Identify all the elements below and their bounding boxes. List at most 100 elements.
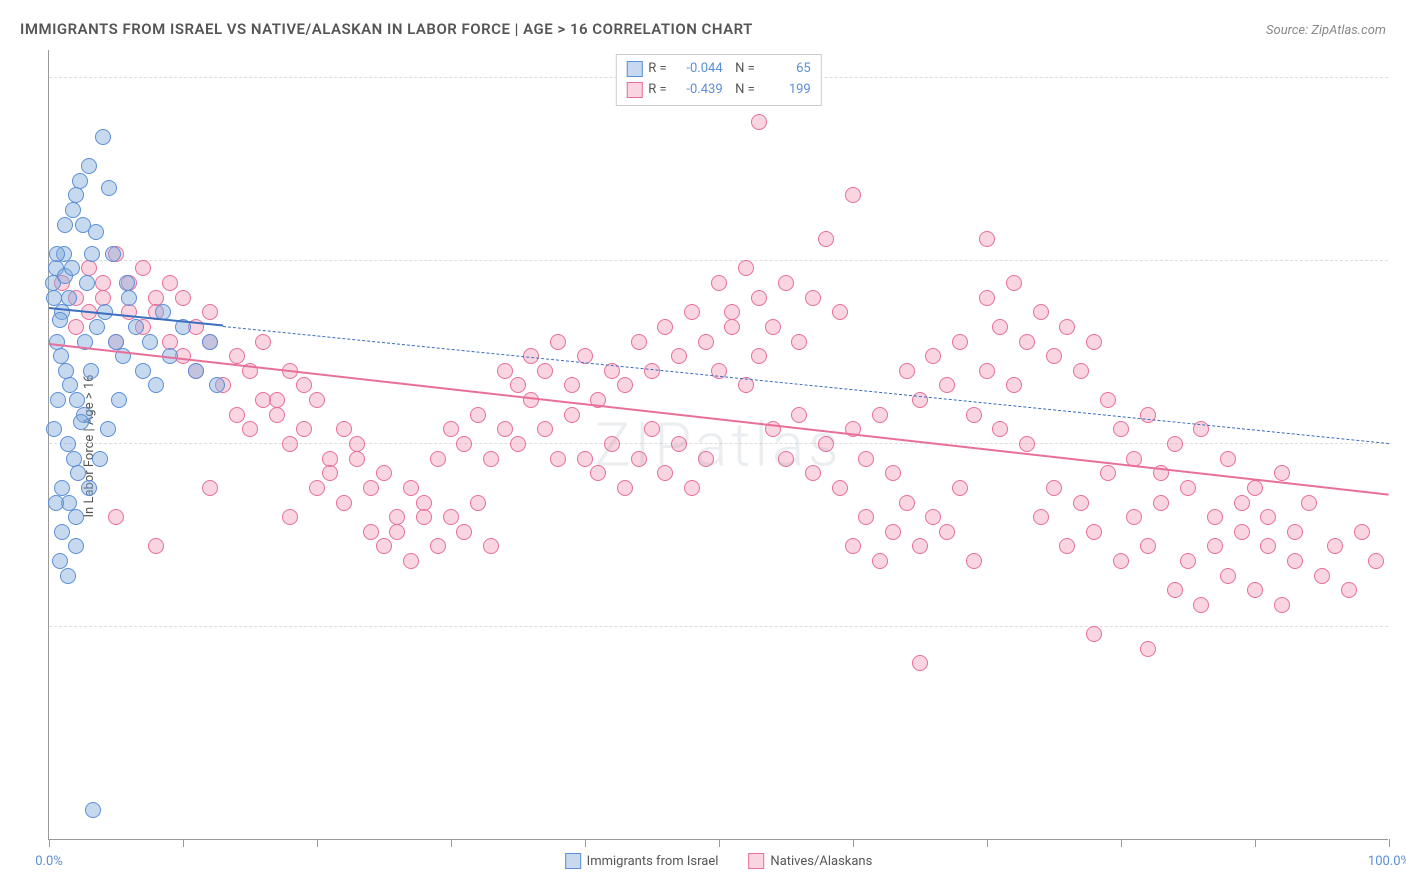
data-point-native — [791, 407, 807, 423]
data-point-native — [296, 421, 312, 437]
data-point-native — [162, 334, 178, 350]
data-point-native — [349, 451, 365, 467]
data-point-israel — [89, 319, 105, 335]
data-point-native — [1073, 363, 1089, 379]
data-point-native — [1287, 553, 1303, 569]
data-point-israel — [81, 480, 97, 496]
data-point-israel — [60, 568, 76, 584]
data-point-israel — [121, 290, 137, 306]
x-tick — [987, 839, 988, 847]
data-point-native — [604, 436, 620, 452]
data-point-native — [979, 363, 995, 379]
data-point-native — [939, 377, 955, 393]
data-point-native — [1006, 377, 1022, 393]
data-point-israel — [57, 217, 73, 233]
data-point-native — [885, 524, 901, 540]
data-point-native — [698, 334, 714, 350]
data-point-israel — [72, 173, 88, 189]
data-point-native — [1354, 524, 1370, 540]
data-point-native — [992, 319, 1008, 335]
data-point-native — [751, 290, 767, 306]
data-point-israel — [148, 377, 164, 393]
data-point-native — [1140, 641, 1156, 657]
data-point-native — [684, 304, 700, 320]
data-point-native — [751, 348, 767, 364]
data-point-native — [818, 436, 834, 452]
correlation-legend: R = -0.044 N = 65 R = -0.439 N = 199 — [615, 54, 821, 106]
data-point-native — [617, 377, 633, 393]
data-point-israel — [66, 451, 82, 467]
data-point-native — [845, 538, 861, 554]
data-point-native — [121, 304, 137, 320]
data-point-native — [470, 495, 486, 511]
chart-container: IMMIGRANTS FROM ISRAEL VS NATIVE/ALASKAN… — [0, 0, 1406, 892]
data-point-native — [1260, 509, 1276, 525]
gridline — [49, 443, 1388, 444]
data-point-native — [242, 421, 258, 437]
data-point-native — [979, 290, 995, 306]
data-point-native — [738, 260, 754, 276]
data-point-israel — [68, 187, 84, 203]
data-point-native — [1100, 465, 1116, 481]
data-point-native — [1220, 451, 1236, 467]
data-point-native — [1059, 319, 1075, 335]
data-point-native — [1247, 582, 1263, 598]
data-point-native — [979, 231, 995, 247]
data-point-israel — [95, 129, 111, 145]
data-point-native — [1327, 538, 1343, 554]
data-point-native — [698, 451, 714, 467]
x-tick — [1389, 839, 1390, 847]
legend-n-israel: 65 — [761, 59, 811, 80]
data-point-israel — [46, 421, 62, 437]
data-point-native — [403, 480, 419, 496]
data-point-native — [1167, 582, 1183, 598]
data-point-israel — [65, 202, 81, 218]
data-point-native — [617, 480, 633, 496]
data-point-native — [1033, 304, 1049, 320]
data-point-native — [456, 524, 472, 540]
data-point-native — [1207, 538, 1223, 554]
data-point-native — [952, 334, 968, 350]
data-point-native — [456, 436, 472, 452]
data-point-israel — [85, 802, 101, 818]
data-point-native — [912, 655, 928, 671]
data-point-native — [389, 509, 405, 525]
legend-n-native: 199 — [761, 80, 811, 101]
data-point-native — [376, 465, 392, 481]
data-point-israel — [52, 312, 68, 328]
data-point-israel — [52, 553, 68, 569]
data-point-native — [1180, 480, 1196, 496]
data-point-native — [430, 451, 446, 467]
data-point-israel — [84, 246, 100, 262]
data-point-native — [510, 377, 526, 393]
data-point-native — [872, 407, 888, 423]
data-point-native — [1301, 495, 1317, 511]
data-point-native — [443, 509, 459, 525]
data-point-native — [992, 421, 1008, 437]
data-point-israel — [49, 246, 65, 262]
data-point-native — [1287, 524, 1303, 540]
data-point-native — [510, 436, 526, 452]
data-point-native — [1247, 480, 1263, 496]
data-point-native — [631, 334, 647, 350]
data-point-native — [872, 553, 888, 569]
x-tick — [317, 839, 318, 847]
data-point-native — [108, 509, 124, 525]
data-point-native — [148, 538, 164, 554]
data-point-israel — [111, 392, 127, 408]
data-point-israel — [128, 319, 144, 335]
data-point-native — [925, 509, 941, 525]
legend-row-israel: R = -0.044 N = 65 — [626, 59, 810, 80]
data-point-native — [282, 436, 298, 452]
data-point-israel — [79, 275, 95, 291]
data-point-israel — [101, 180, 117, 196]
data-point-native — [1274, 597, 1290, 613]
data-point-israel — [188, 363, 204, 379]
x-tick-label: 0.0% — [35, 854, 63, 869]
legend-r-label: R = — [648, 80, 666, 101]
data-point-native — [550, 451, 566, 467]
data-point-israel — [53, 348, 69, 364]
data-point-israel — [135, 363, 151, 379]
data-point-native — [1006, 275, 1022, 291]
x-tick — [1121, 839, 1122, 847]
